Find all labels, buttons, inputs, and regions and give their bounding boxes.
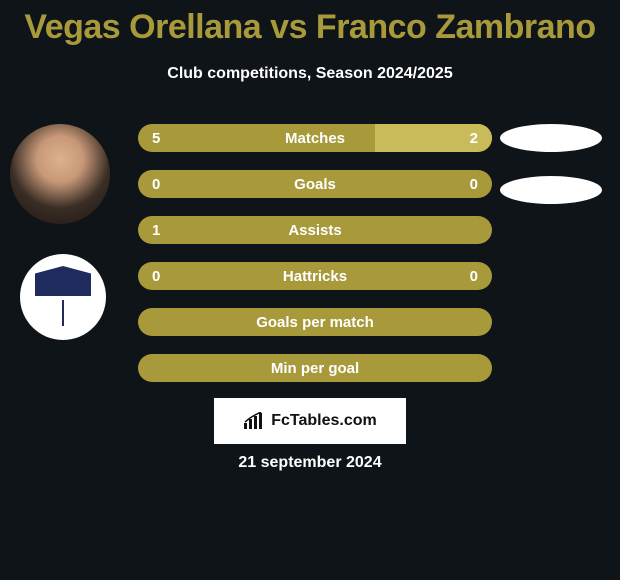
stat-bar: Min per goal: [138, 354, 492, 382]
club-crest-icon: [35, 266, 91, 328]
stat-label: Goals per match: [256, 314, 374, 331]
stat-bar: 0 Goals 0: [138, 170, 492, 198]
stat-left-value: 5: [152, 130, 160, 147]
stat-label: Min per goal: [271, 360, 359, 377]
stat-bar: 0 Hattricks 0: [138, 262, 492, 290]
stat-left-value: 0: [152, 268, 160, 285]
stat-right-value: 0: [470, 176, 478, 193]
club-silhouette: [500, 176, 602, 204]
source-badge[interactable]: FcTables.com: [214, 398, 406, 444]
player-silhouette: [500, 124, 602, 152]
player-photo: [10, 124, 110, 224]
stat-right-value: 2: [470, 130, 478, 147]
stat-bar: Goals per match: [138, 308, 492, 336]
stat-label: Hattricks: [283, 268, 347, 285]
club-logo: [20, 254, 106, 340]
stat-label: Assists: [288, 222, 341, 239]
stats-bars: 5 Matches 2 0 Goals 0 1 Assists 0 Hattricks 0 Goals…: [138, 124, 492, 400]
stat-left-value: 1: [152, 222, 160, 239]
right-player-column: [500, 124, 602, 204]
page-subtitle: Club competitions, Season 2024/2025: [0, 65, 620, 83]
footer-date: 21 september 2024: [0, 454, 620, 472]
chart-icon: [243, 412, 265, 430]
stat-left-value: 0: [152, 176, 160, 193]
stat-right-value: 0: [470, 268, 478, 285]
stat-label: Matches: [285, 130, 345, 147]
stat-label: Goals: [294, 176, 336, 193]
left-player-column: [10, 124, 110, 340]
stat-bar: 1 Assists: [138, 216, 492, 244]
stat-bar: 5 Matches 2: [138, 124, 492, 152]
source-badge-text: FcTables.com: [271, 412, 377, 430]
page-title: Vegas Orellana vs Franco Zambrano: [0, 0, 620, 47]
